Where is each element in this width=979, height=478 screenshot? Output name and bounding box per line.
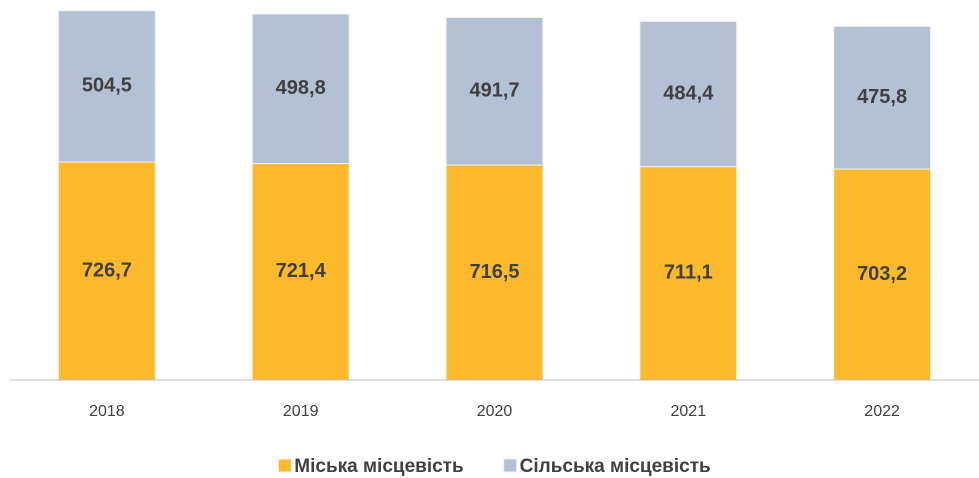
bar-segment — [57, 161, 156, 381]
legend-label: Міська місцевість — [294, 456, 463, 477]
data-label: 716,5 — [469, 261, 519, 283]
bar-segment — [57, 10, 156, 163]
data-label: 721,4 — [276, 260, 327, 282]
data-label: 491,7 — [469, 80, 519, 102]
bar-segment — [833, 25, 932, 170]
data-label: 703,2 — [857, 263, 907, 285]
x-tick-label: 2021 — [671, 403, 707, 420]
data-label: 475,8 — [857, 86, 907, 108]
data-label: 498,8 — [276, 77, 326, 99]
legend-swatch — [503, 458, 518, 473]
x-tick-label: 2018 — [89, 403, 125, 420]
data-label: 726,7 — [82, 259, 132, 281]
legend-label: Сільська місцевість — [520, 456, 711, 477]
legend-swatch — [277, 458, 292, 473]
data-label: 504,5 — [82, 75, 132, 97]
bar-segment — [639, 20, 738, 168]
data-label: 484,4 — [663, 82, 714, 104]
bar-segment — [445, 164, 544, 381]
x-tick-label: 2022 — [864, 403, 900, 420]
bar-segment — [445, 17, 544, 166]
bar-segment — [251, 13, 350, 165]
x-tick-label: 2020 — [477, 403, 513, 420]
x-tick-label: 2019 — [283, 403, 319, 420]
data-label: 711,1 — [664, 262, 713, 284]
